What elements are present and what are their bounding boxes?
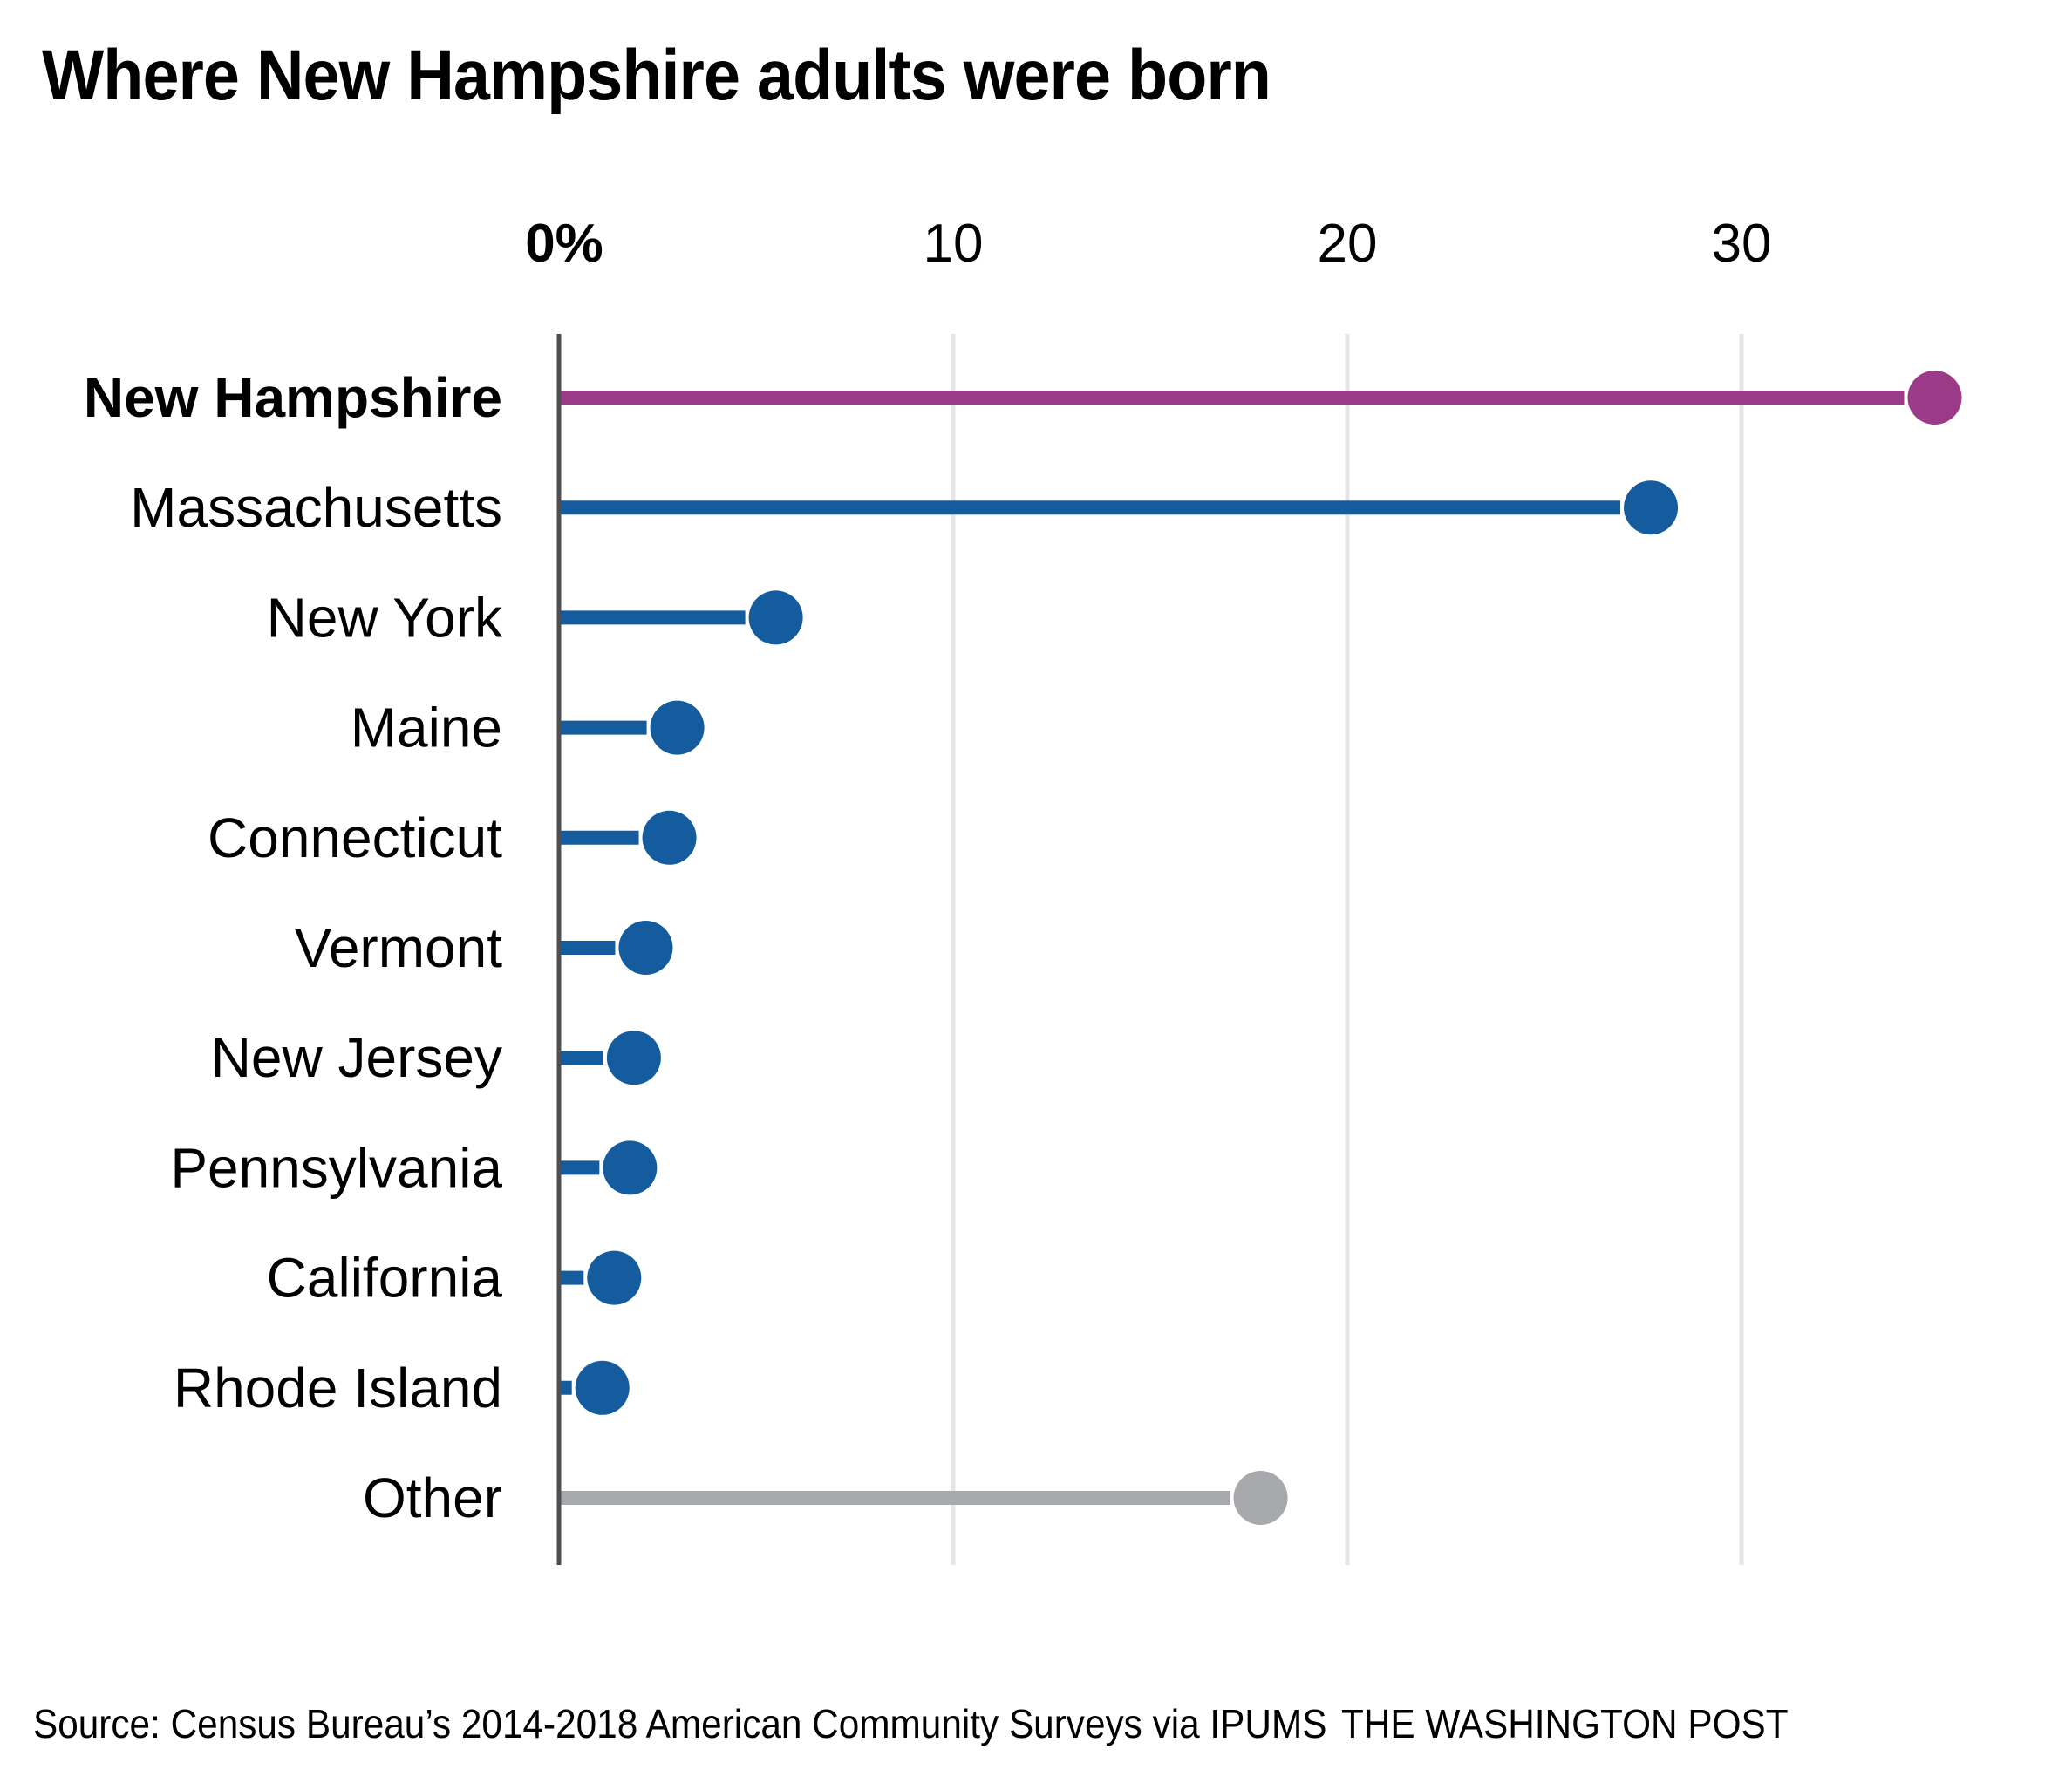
- gridlines: [951, 334, 1744, 1565]
- x-tick-label: 20: [1318, 214, 1378, 274]
- category-label-new-hampshire: New Hampshire: [84, 366, 502, 429]
- dots: [575, 371, 1962, 1525]
- source-note: Source: Census Bureau’s 2014-2018 Americ…: [33, 1701, 1327, 1746]
- category-label-pennsylvania: Pennsylvania: [170, 1136, 502, 1199]
- category-label-new-jersey: New Jersey: [211, 1026, 502, 1089]
- dot-new-jersey: [606, 1031, 661, 1085]
- dot-rhode-island: [575, 1360, 630, 1415]
- category-label-other: Other: [363, 1467, 502, 1529]
- chart-title: Where New Hampshire adults were born: [42, 36, 1271, 115]
- category-label-new-york: New York: [267, 586, 503, 649]
- category-label-connecticut: Connecticut: [208, 806, 502, 869]
- x-tick-label: 30: [1712, 214, 1772, 274]
- dot-vermont: [618, 921, 673, 975]
- stems: [559, 391, 1905, 1505]
- dot-new-york: [748, 590, 803, 645]
- dot-california: [587, 1250, 642, 1305]
- footer: Source: Census Bureau’s 2014-2018 Americ…: [33, 1700, 1789, 1747]
- x-axis-ticks: 0% 10 20 30: [525, 214, 1771, 274]
- x-tick-label: 0%: [525, 214, 603, 274]
- x-tick-label: 10: [924, 214, 984, 274]
- publisher-credit: THE WASHINGTON POST: [1341, 1701, 1789, 1746]
- category-labels: New Hampshire Massachusetts New York Maine C…: [84, 366, 503, 1529]
- dot-pennsylvania: [603, 1140, 658, 1195]
- dot-new-hampshire: [1907, 371, 1962, 425]
- category-label-rhode-island: Rhode Island: [174, 1357, 502, 1419]
- dot-other: [1233, 1471, 1288, 1525]
- dot-maine: [650, 700, 705, 755]
- category-label-vermont: Vermont: [295, 916, 503, 979]
- dot-massachusetts: [1624, 480, 1679, 535]
- dot-connecticut: [642, 810, 697, 865]
- category-label-massachusetts: Massachusetts: [130, 476, 502, 539]
- category-label-maine: Maine: [351, 697, 502, 759]
- category-label-california: California: [267, 1247, 503, 1310]
